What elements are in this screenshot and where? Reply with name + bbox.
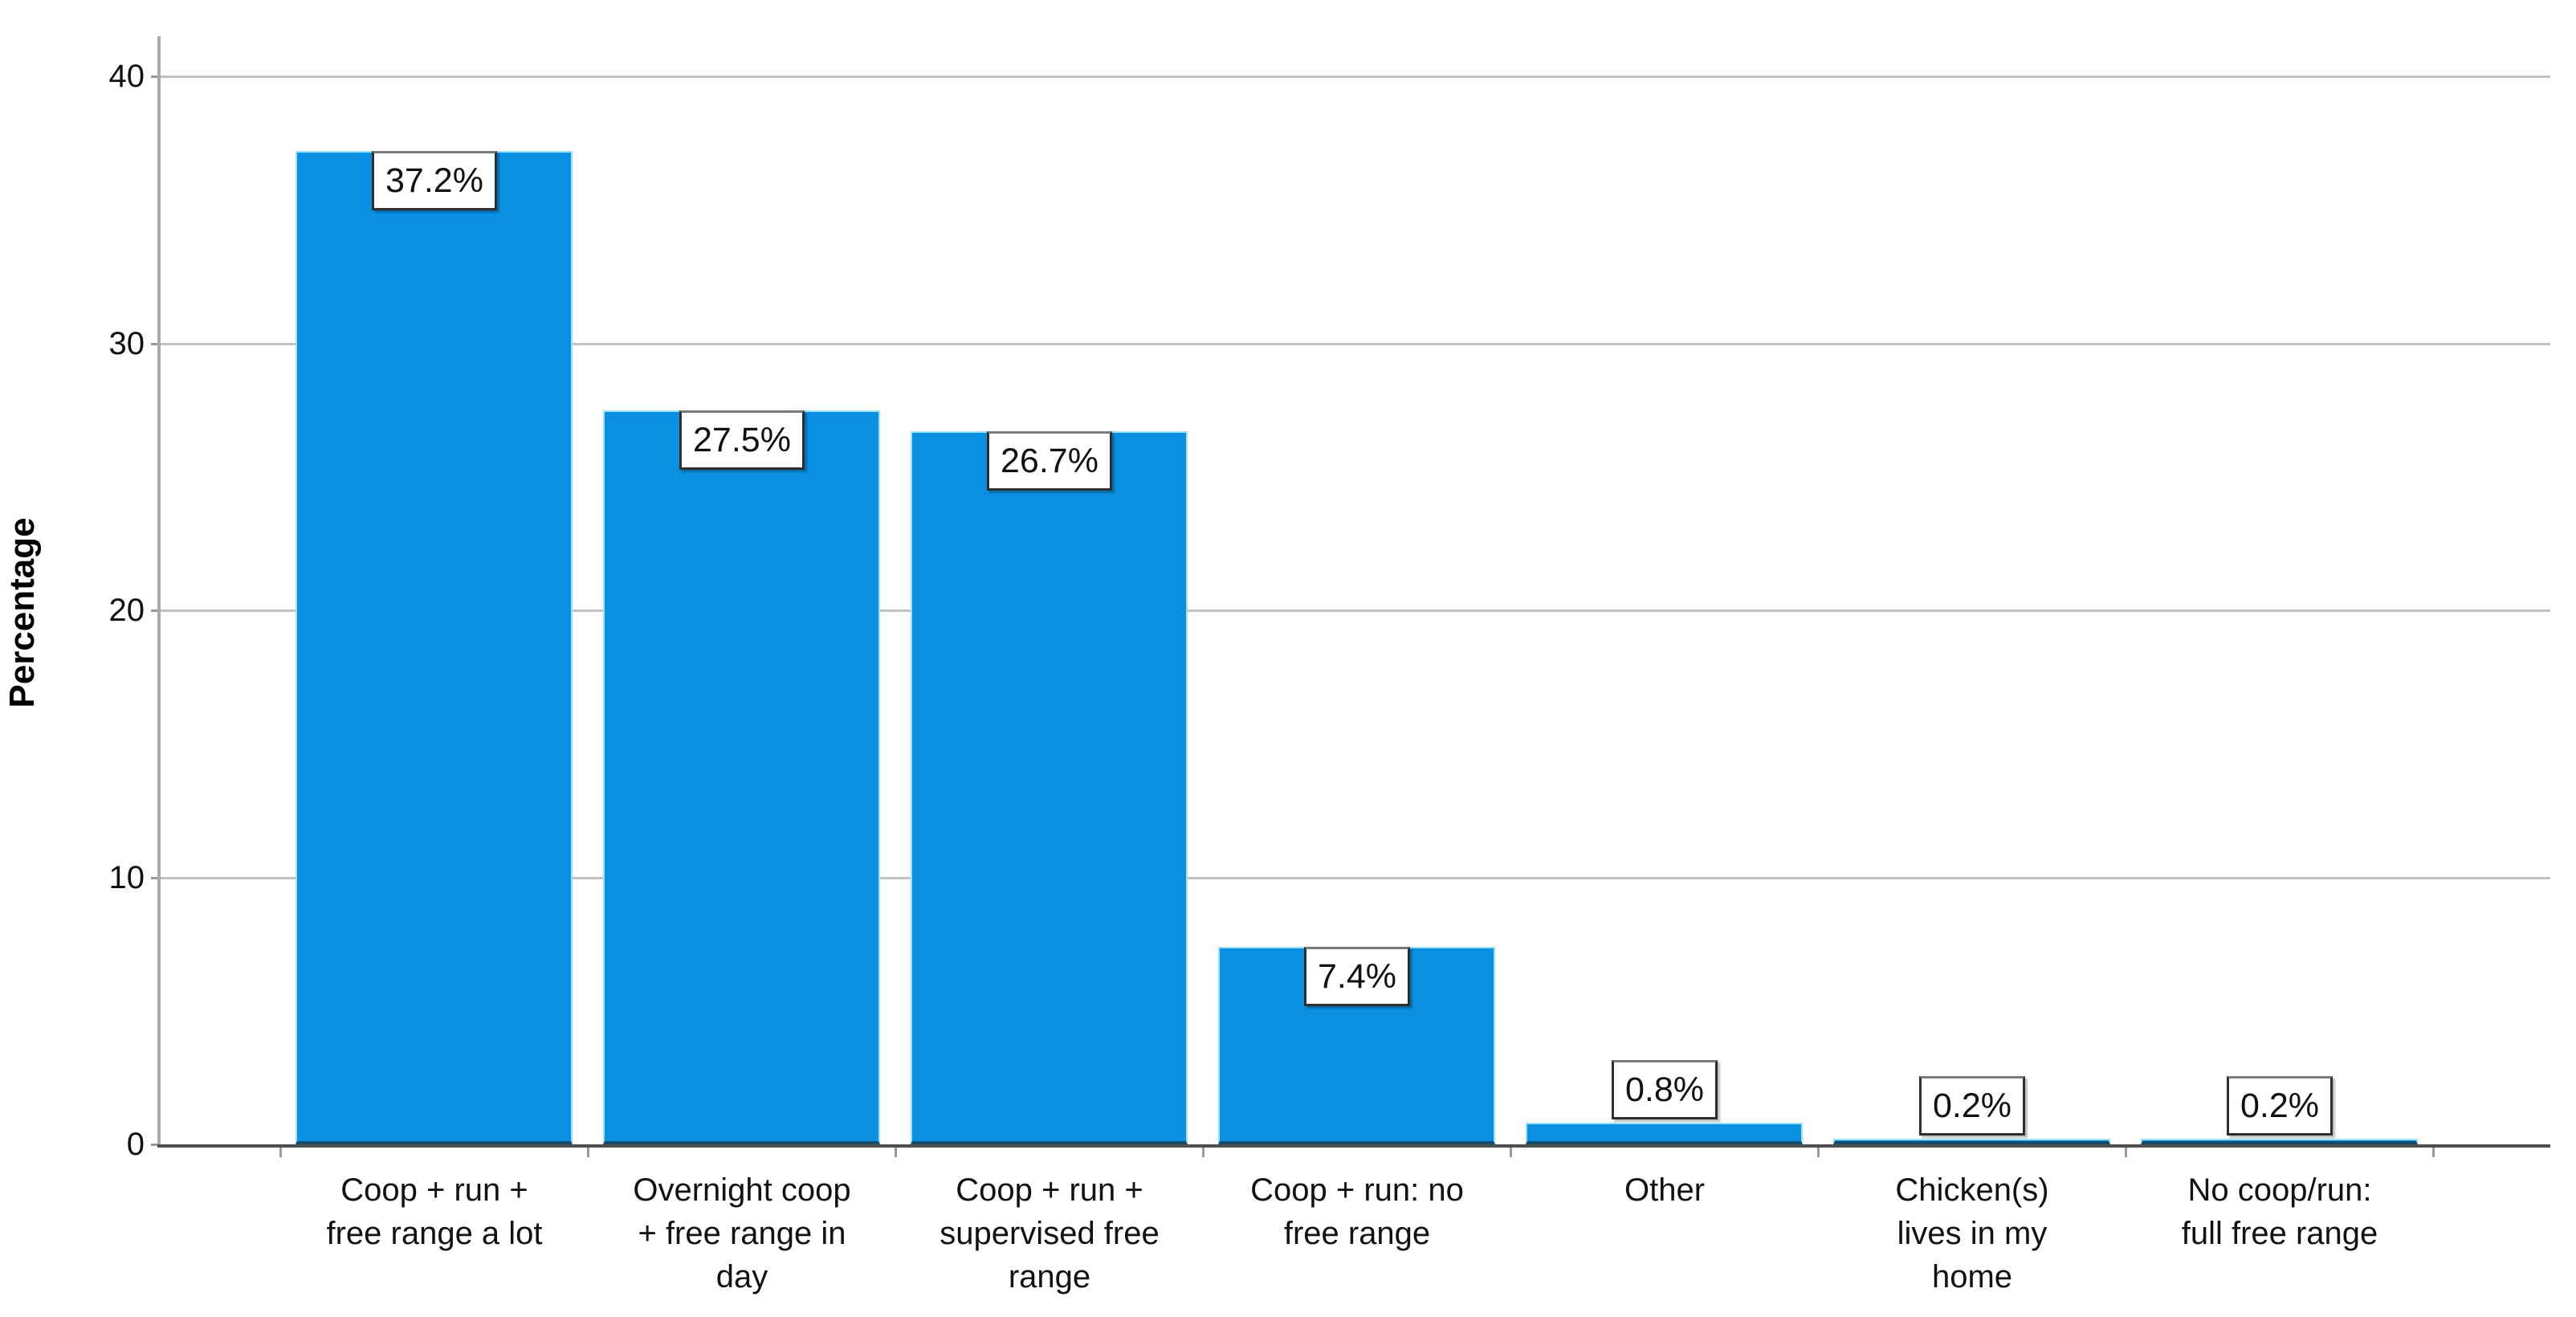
bar [1526, 1123, 1803, 1144]
y-tick-label: 30 [108, 326, 145, 361]
y-axis-tick [151, 610, 161, 612]
x-axis-tick [1202, 1148, 1204, 1157]
bar-value-label: 0.2% [2227, 1076, 2333, 1136]
x-axis-line [157, 1144, 2550, 1148]
y-axis-tick [151, 877, 161, 879]
y-axis-tick [151, 343, 161, 345]
x-axis-tick [2432, 1148, 2435, 1157]
gridline [161, 877, 2550, 879]
y-axis-title: Percentage [2, 517, 42, 708]
bar [1833, 1139, 2110, 1144]
category-label: Chicken(s) lives in my home [1895, 1172, 2049, 1295]
x-axis-tick [2125, 1148, 2127, 1157]
gridline [161, 610, 2550, 612]
bar-value-label: 0.8% [1612, 1060, 1718, 1119]
bar [2141, 1139, 2418, 1144]
x-axis-tick [1817, 1148, 1820, 1157]
bar [603, 410, 880, 1144]
y-tick-label: 40 [108, 59, 145, 94]
bar [911, 431, 1188, 1144]
x-axis-tick [587, 1148, 589, 1157]
bar-value-label: 27.5% [679, 410, 805, 470]
category-label: Overnight coop + free range in day [633, 1172, 851, 1295]
x-axis-tick [895, 1148, 897, 1157]
x-axis-tick [279, 1148, 282, 1157]
bar-value-label: 26.7% [987, 431, 1112, 491]
y-axis-tick [151, 1144, 161, 1146]
x-axis-tick [1510, 1148, 1512, 1157]
y-axis-tick [151, 75, 161, 78]
y-tick-label: 0 [126, 1127, 145, 1162]
bar-value-label: 37.2% [372, 151, 497, 210]
bar-value-label: 7.4% [1304, 947, 1411, 1006]
y-tick-label: 10 [108, 860, 145, 895]
category-label: Other [1624, 1172, 1706, 1208]
gridline [161, 75, 2550, 78]
category-label: Coop + run: no free range [1250, 1172, 1464, 1251]
category-label: Coop + run + supervised free range [940, 1172, 1160, 1295]
bar-value-label: 0.2% [1919, 1076, 2026, 1136]
category-label: Coop + run + free range a lot [326, 1172, 543, 1251]
y-tick-label: 20 [108, 593, 145, 628]
y-axis-line [157, 36, 161, 1148]
category-label: No coop/run: full free range [2181, 1172, 2378, 1251]
bar [296, 151, 573, 1144]
gridline [161, 343, 2550, 345]
